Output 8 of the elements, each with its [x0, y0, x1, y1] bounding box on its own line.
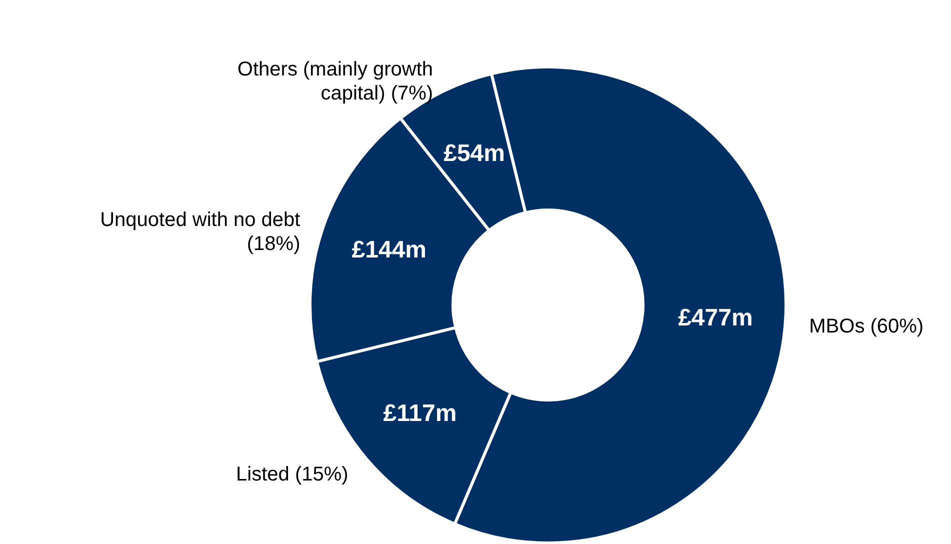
slice-label: Listed (15%) — [236, 464, 348, 486]
slice-label: MBOs (60%) — [809, 315, 924, 338]
slice-label: Others (mainly growth capital) (7%) — [237, 58, 434, 105]
data-label: £144m — [352, 236, 426, 264]
data-label: £54m — [444, 140, 505, 168]
data-label: £117m — [383, 400, 457, 427]
slice-label: Unquoted with no debt (18%) — [100, 208, 301, 255]
data-label: £477m — [678, 304, 753, 332]
